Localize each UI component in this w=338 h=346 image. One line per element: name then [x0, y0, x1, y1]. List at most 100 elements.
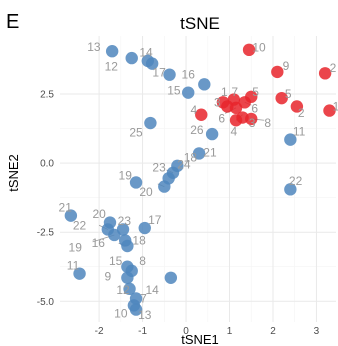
point-label: 2 [298, 106, 305, 120]
point-label: 7 [140, 292, 147, 306]
data-point [145, 57, 159, 70]
plot-panel [60, 36, 336, 322]
point-label: 4 [191, 103, 198, 117]
data-point [205, 127, 219, 141]
point-label: 1 [333, 99, 338, 113]
data-points [64, 43, 336, 316]
y-tick-label: -2.5 [37, 228, 55, 239]
point-label: 4 [231, 124, 238, 138]
x-axis-title: tSNE1 [181, 332, 219, 346]
point-label: 13 [87, 40, 101, 54]
x-tick-label: 2 [270, 326, 276, 337]
x-axis-ticks: -2 -1 0 1 2 3 [95, 326, 320, 337]
point-label: 23 [152, 160, 166, 174]
data-point [164, 271, 178, 284]
data-point [121, 239, 134, 253]
x-tick-label: -2 [95, 326, 104, 337]
point-label: 6 [218, 111, 225, 125]
data-point [229, 101, 243, 115]
point-label: 15 [167, 84, 181, 98]
point-label: 21 [203, 146, 217, 160]
data-point [64, 209, 78, 222]
point-label: 23 [118, 214, 132, 228]
data-point [290, 100, 304, 113]
point-label: 8 [264, 116, 271, 130]
point-label: 14 [139, 46, 153, 60]
point-label: 3 [249, 116, 256, 130]
point-label: 12 [105, 59, 119, 73]
point-label: 16 [182, 68, 196, 82]
point-label: 5 [252, 85, 259, 99]
point-label: 9 [283, 59, 290, 73]
x-tick-label: 3 [314, 326, 320, 337]
data-point [275, 91, 288, 105]
y-axis-title: tSNE2 [6, 154, 21, 192]
point-label: 19 [119, 169, 133, 183]
point-label: 16 [92, 236, 106, 250]
point-label: 15 [109, 254, 123, 268]
point-label: 12 [116, 283, 130, 297]
y-tick-label: 0.0 [40, 159, 54, 170]
data-point [271, 65, 284, 79]
point-label: 3 [214, 95, 221, 109]
data-point [121, 271, 134, 284]
data-point [73, 267, 86, 280]
data-point [318, 67, 332, 80]
data-point [123, 282, 136, 296]
point-label: 24 [177, 157, 191, 171]
panel-label: E [6, 11, 19, 33]
point-label: 17 [148, 213, 162, 227]
data-point [284, 133, 297, 146]
point-label: 1 [221, 85, 228, 99]
data-point [158, 180, 171, 193]
data-point [129, 176, 143, 189]
data-point [105, 44, 119, 58]
data-point [192, 147, 206, 160]
data-point [108, 228, 121, 242]
data-point [284, 183, 297, 196]
point-label: 8 [139, 254, 146, 268]
data-point [245, 112, 258, 126]
point-label: 11 [67, 258, 80, 272]
x-tick-label: 1 [227, 326, 233, 337]
point-label: 9 [104, 269, 111, 283]
point-label: 10 [252, 41, 266, 55]
point-label: 18 [132, 233, 146, 247]
data-point [125, 51, 138, 65]
chart-title: tSNE [180, 14, 220, 33]
point-label: 19 [69, 240, 83, 254]
y-tick-label: 2.5 [40, 90, 54, 101]
point-label: 25 [129, 126, 143, 140]
x-tick-label: -1 [138, 326, 147, 337]
point-label: 20 [139, 185, 153, 199]
data-point [138, 221, 151, 235]
point-label: 26 [190, 123, 204, 137]
point-label: 17 [152, 65, 166, 79]
data-point [129, 303, 143, 316]
point-label: 2 [330, 61, 337, 75]
data-point [229, 114, 243, 127]
point-label: 22 [73, 218, 87, 232]
x-tick-label: 0 [183, 326, 189, 337]
point-label: 22 [289, 174, 303, 188]
data-point [163, 68, 176, 81]
data-point [242, 43, 256, 57]
data-point [195, 108, 208, 121]
data-point [198, 78, 211, 91]
point-label: 7 [231, 85, 238, 99]
y-axis-ticks: -5.0 -2.5 0.0 2.5 [37, 90, 55, 308]
point-label: 11 [293, 124, 306, 138]
data-point [182, 86, 195, 99]
point-label: 10 [114, 307, 128, 321]
data-point [245, 90, 258, 103]
point-label: 18 [184, 151, 198, 165]
y-tick-label: -5.0 [37, 297, 55, 308]
data-point [144, 116, 157, 130]
point-label: 13 [138, 308, 152, 322]
point-label: 6 [251, 101, 258, 115]
point-label: 21 [59, 200, 73, 214]
data-point [323, 104, 336, 117]
point-label: 14 [145, 283, 159, 297]
